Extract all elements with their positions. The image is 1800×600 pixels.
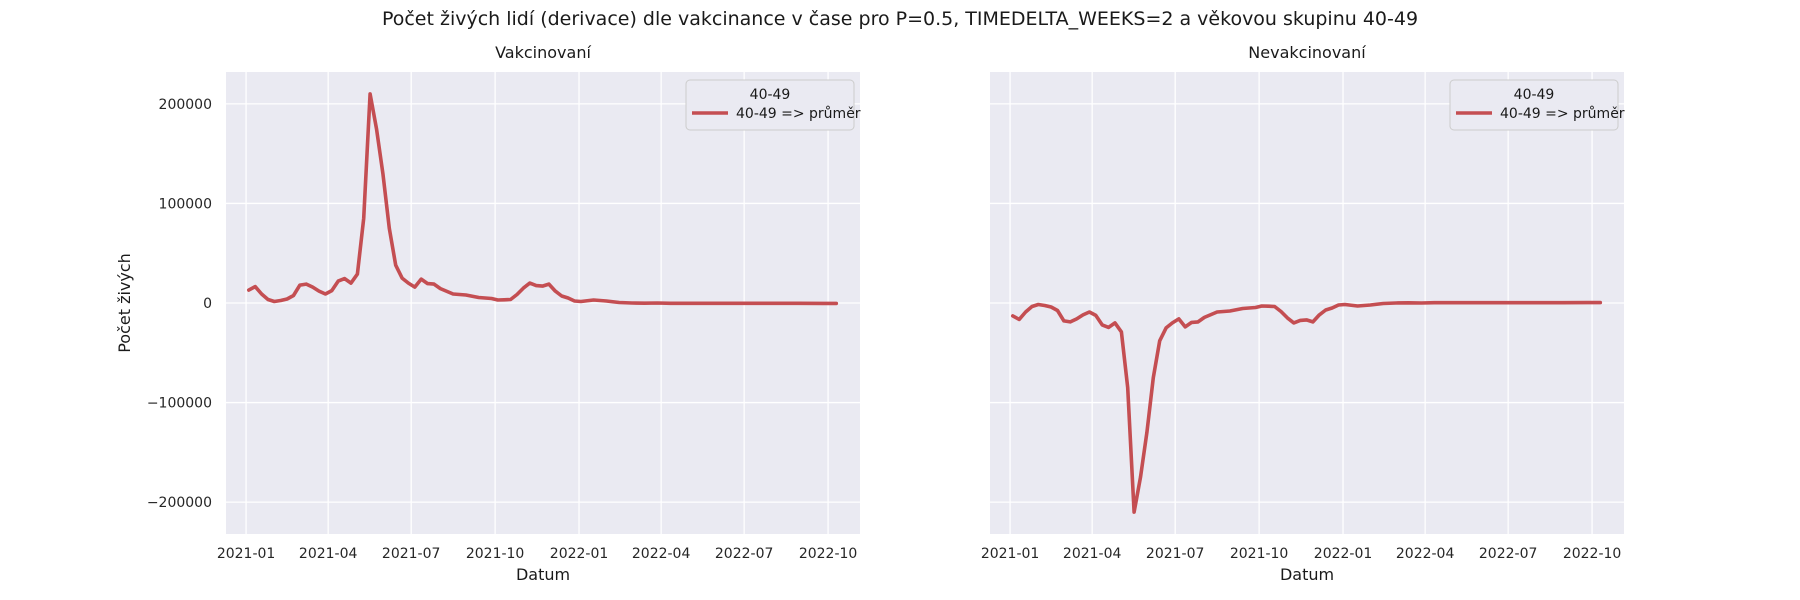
y-tick-label: 0 (203, 296, 212, 312)
legend: 40-49 40-49 => průměr (1449, 79, 1625, 131)
x-tick-label: 2021-10 (466, 546, 525, 562)
y-tick-label: 100000 (159, 196, 212, 212)
x-tick-label: 2022-04 (632, 546, 691, 562)
x-tick-label: 2022-10 (799, 546, 858, 562)
x-tick-label: 2021-07 (382, 546, 441, 562)
x-tick-label: 2022-01 (1314, 546, 1373, 562)
x-tick-label: 2021-04 (1063, 546, 1122, 562)
legend-box (1449, 79, 1619, 131)
subplot-title: Nevakcinovaní (1248, 43, 1366, 62)
legend-title: 40-49 (1514, 87, 1555, 103)
x-tick-label: 2021-01 (981, 546, 1040, 562)
x-tick-label: 2022-04 (1396, 546, 1455, 562)
x-tick-label: 2021-04 (299, 546, 358, 562)
y-tick-label: −100000 (147, 396, 212, 412)
x-tick-label: 2022-01 (550, 546, 609, 562)
subplot-2: 2021-01 2021-04 2021-07 2021-10 2022-01 2022-… (981, 43, 1625, 584)
x-tick-label: 2021-01 (217, 546, 276, 562)
legend-entry: 40-49 => průměr (1500, 106, 1625, 122)
y-axis-label: Počet živých (115, 253, 134, 353)
subplot-title: Vakcinovaní (495, 43, 591, 62)
x-tick-label: 2022-10 (1563, 546, 1622, 562)
legend-entry: 40-49 => průměr (736, 106, 861, 122)
subplot-1: 2021-01 2021-04 2021-07 2021-10 2022-01 2022-… (115, 43, 861, 584)
x-tick-label: 2022-07 (1479, 546, 1538, 562)
x-axis-label: Datum (516, 565, 570, 584)
x-axis-label: Datum (1280, 565, 1334, 584)
legend-box (685, 79, 855, 131)
legend-title: 40-49 (750, 87, 791, 103)
x-tick-label: 2021-07 (1146, 546, 1205, 562)
series-line (1010, 300, 1603, 514)
x-tick-label: 2021-10 (1230, 546, 1289, 562)
legend: 40-49 40-49 => průměr (685, 79, 861, 131)
x-tick-label: 2022-07 (715, 546, 774, 562)
y-tick-label: −200000 (147, 495, 212, 511)
series-line (247, 92, 839, 306)
figure-title: Počet živých lidí (derivace) dle vakcina… (381, 8, 1419, 30)
y-tick-label: 200000 (159, 97, 212, 113)
